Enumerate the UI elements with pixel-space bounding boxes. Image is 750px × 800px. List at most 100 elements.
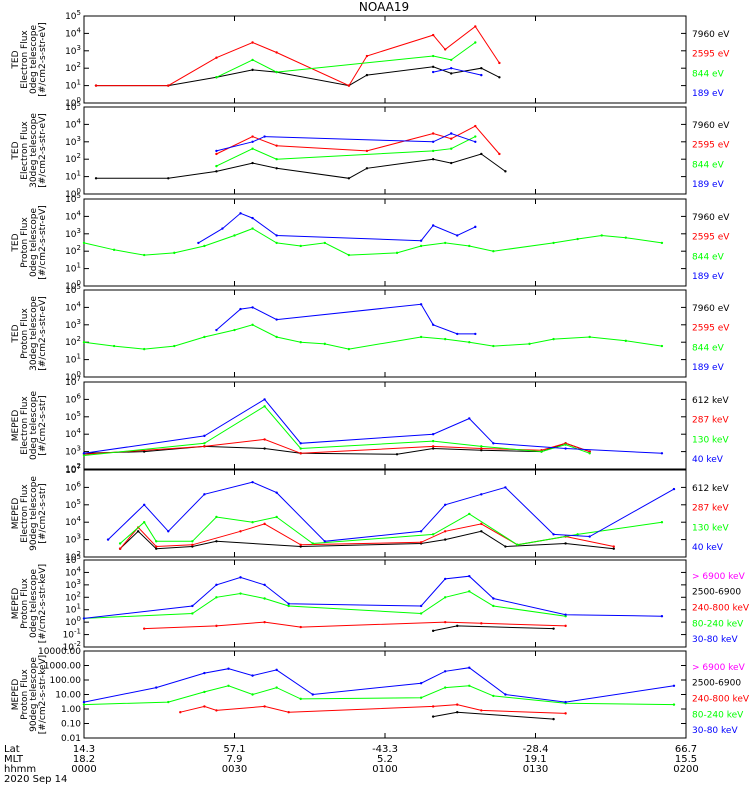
data-point (215, 583, 218, 587)
panel-frame (83, 650, 687, 739)
hhmm-row-label: hhmm (4, 764, 36, 775)
data-point (203, 690, 206, 694)
data-point (431, 70, 435, 74)
data-point (203, 705, 206, 708)
data-point (474, 124, 477, 128)
data-point (251, 323, 254, 326)
data-point (468, 417, 471, 420)
y-tick-label: 106 (65, 480, 81, 493)
y-tick-label: 103 (65, 445, 81, 458)
data-point (450, 72, 453, 75)
data-point (612, 547, 615, 550)
data-point (263, 705, 266, 708)
data-point (480, 73, 483, 77)
panel-frame (83, 381, 687, 470)
series-line (216, 132, 476, 152)
data-point (588, 450, 591, 453)
y-tick-label: 102 (65, 590, 81, 603)
data-point (347, 84, 351, 87)
data-point (588, 535, 591, 538)
data-point (275, 51, 278, 54)
mlt-value: 19.1 (524, 754, 546, 765)
series-line (216, 125, 500, 155)
legend-entry: 40 keV (692, 455, 724, 465)
data-point (233, 328, 236, 332)
legend-entry: 844 eV (692, 252, 725, 262)
data-point (215, 76, 218, 79)
data-point (419, 604, 423, 608)
data-point (552, 717, 555, 721)
y-axis-label: MEPEDElectron Flux0deg telescope[#/cm2-s… (11, 391, 48, 461)
series-line (198, 212, 476, 244)
data-point (215, 56, 218, 59)
data-point (660, 615, 664, 618)
data-point (552, 533, 555, 536)
data-point (143, 627, 146, 630)
data-point (203, 671, 206, 675)
y-tick-label: 101 (65, 79, 81, 92)
data-point (564, 712, 567, 715)
data-point (299, 545, 302, 548)
y-tick-label: 10-1 (63, 628, 81, 641)
data-point (576, 237, 579, 241)
data-point (624, 236, 627, 239)
data-point (431, 433, 435, 436)
y-tick-label: 104 (65, 565, 81, 578)
data-point (474, 225, 477, 229)
series-line (83, 685, 675, 706)
data-point (94, 84, 98, 87)
data-point (468, 341, 471, 344)
data-point (444, 670, 447, 673)
data-point (227, 684, 230, 687)
data-point (323, 342, 326, 346)
legend-entry: 7960 eV (692, 304, 730, 314)
mlt-value: 18.2 (73, 754, 95, 765)
y-tick-label: 103 (65, 533, 81, 546)
data-point (167, 700, 170, 704)
data-point (480, 67, 483, 70)
data-point (143, 450, 146, 453)
data-point (492, 442, 495, 445)
panel-frame (83, 106, 687, 195)
legend-entry: 189 eV (692, 89, 725, 99)
y-tick-label: 103 (65, 578, 81, 591)
data-point (444, 241, 447, 245)
data-point (155, 540, 158, 543)
data-point (431, 140, 435, 143)
data-point (480, 449, 483, 452)
lat-value: 57.1 (223, 744, 245, 755)
data-point (480, 709, 483, 712)
y-tick-label: 101 (65, 170, 81, 183)
data-point (468, 590, 471, 593)
data-point (552, 337, 555, 341)
data-point (576, 533, 579, 536)
y-tick-label: 0.10 (61, 720, 81, 730)
series-line (119, 513, 662, 546)
data-point (203, 335, 206, 339)
data-point (419, 244, 423, 248)
series-line (83, 575, 662, 619)
data-point (239, 530, 242, 533)
data-point (600, 234, 603, 237)
data-point (233, 234, 236, 237)
data-point (660, 521, 664, 524)
data-point (203, 434, 206, 438)
data-point (660, 344, 664, 348)
data-point (215, 164, 218, 168)
y-tick-label: 102 (65, 61, 81, 74)
data-point (588, 452, 591, 455)
y-tick-label: 0.01 (61, 734, 81, 744)
legend-entry: 189 eV (692, 272, 725, 282)
data-point (468, 574, 471, 578)
data-point (82, 617, 86, 620)
y-tick-label: 1.00 (61, 705, 81, 715)
data-point (215, 540, 218, 543)
data-point (263, 620, 266, 624)
lat-value: -43.3 (372, 744, 398, 755)
legend-entry: 2500-6900 (692, 588, 741, 598)
time-value: 0200 (673, 764, 698, 775)
data-point (112, 248, 116, 252)
data-point (299, 341, 302, 344)
data-point (287, 604, 290, 608)
